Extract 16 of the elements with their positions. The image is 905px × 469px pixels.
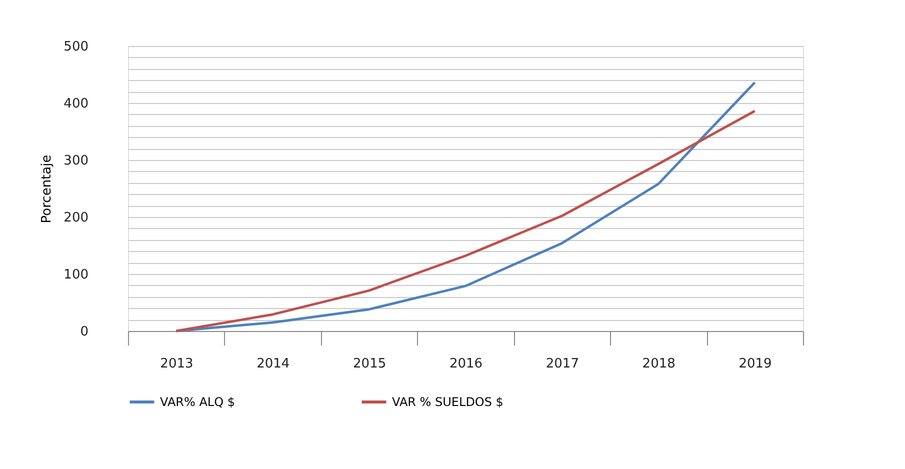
y-tick-label: 200 [64,210,88,226]
x-tick-label: 2018 [642,356,676,372]
x-tick-label: 2019 [738,356,772,372]
y-tick-label: 300 [64,154,88,168]
x-tick-label: 2017 [546,356,579,372]
y-axis-title: Porcentaje [40,154,55,224]
x-tick-label: 2013 [160,356,194,372]
y-tick-label: 400 [64,96,88,112]
legend-label: VAR % SUELDOS $ [392,395,504,409]
x-tick-label: 2015 [353,356,386,372]
legend-label: VAR% ALQ $ [160,395,235,409]
y-tick-label: 0 [80,324,88,340]
y-tick-label: 500 [64,40,88,54]
x-tick-label: 2014 [256,356,290,372]
y-tick-label: 100 [64,268,88,282]
x-tick-label: 2016 [449,356,483,372]
